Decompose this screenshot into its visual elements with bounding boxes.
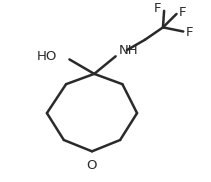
Text: O: O [87, 159, 97, 172]
Text: F: F [179, 6, 186, 19]
Text: HO: HO [37, 50, 57, 63]
Text: F: F [185, 26, 193, 39]
Text: NH: NH [118, 44, 138, 57]
Text: F: F [154, 2, 161, 15]
